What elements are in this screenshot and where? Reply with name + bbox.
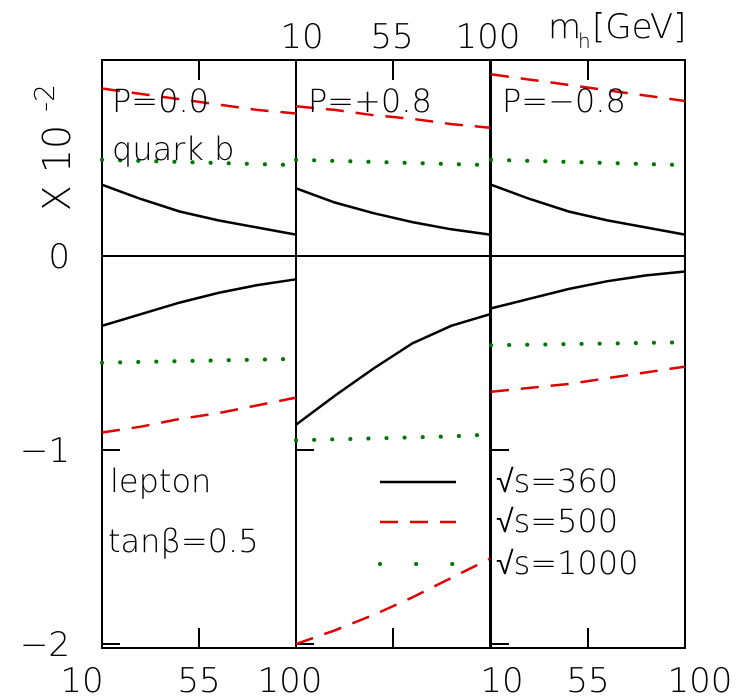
series-quark-sqrt500-panel-1 — [101, 87, 297, 115]
y-tick-label: 0 — [48, 237, 70, 277]
x-top-tick-label: 55 — [370, 17, 413, 57]
series-lepton-sqrt1000-panel-1 — [100, 356, 298, 365]
top-axis-unit: [GeV] — [592, 7, 686, 47]
tanbeta-annotation: tanβ=0.5 — [108, 522, 259, 560]
y-axis-title: X 10 -2 — [28, 84, 79, 211]
x-bottom-tick-label: 55 — [566, 661, 609, 698]
x-bottom-tick-label: 100 — [258, 661, 323, 698]
panel-label-2: P=+0.8 — [308, 82, 432, 120]
legend-label-3: √s=1000 — [496, 544, 638, 582]
x-bottom-tick-label: 10 — [480, 661, 523, 698]
series-quark-sqrt500-panel-2 — [295, 105, 491, 129]
series-lepton-sqrt1000-panel-3 — [489, 340, 687, 348]
series-quark-sqrt1000-panel-3 — [489, 157, 687, 168]
series-lepton-sqrt360-panel-3 — [490, 270, 686, 310]
x-top-tick-label: 100 — [456, 17, 521, 57]
y-tick-label: −2 — [20, 625, 70, 665]
series-quark-sqrt1000-panel-1 — [100, 157, 298, 168]
lepton-annotation: lepton — [110, 462, 211, 500]
series-lepton-sqrt500-panel-3 — [490, 365, 686, 394]
top-axis-label: m — [548, 7, 581, 47]
panels-layer — [101, 59, 686, 649]
series-quark-sqrt500-panel-3 — [490, 73, 686, 103]
x-bottom-tick-label: 100 — [668, 661, 733, 698]
series-lepton-sqrt500-panel-1 — [101, 396, 297, 434]
legend-label-2: √s=500 — [496, 502, 618, 540]
series-quark-sqrt360-panel-1 — [101, 183, 297, 236]
x-top-tick-label: 10 — [280, 17, 323, 57]
series-lepton-sqrt360-panel-2 — [295, 313, 491, 426]
series-lepton-sqrt360-panel-1 — [101, 278, 297, 327]
panel-label-1: P=0.0 — [112, 82, 209, 120]
series-lepton-sqrt500-panel-2 — [295, 557, 491, 646]
y-tick-label: −1 — [20, 431, 70, 471]
panel-label-3: P=−0.8 — [502, 82, 626, 120]
y-axis-exponent: -2 — [28, 84, 61, 112]
series-lepton-sqrt1000-panel-2 — [294, 432, 492, 443]
series-quark-sqrt1000-panel-2 — [294, 157, 492, 168]
x-bottom-tick-label: 55 — [177, 661, 220, 698]
series-quark-sqrt360-panel-3 — [490, 183, 686, 236]
x-bottom-tick-label: 10 — [60, 661, 103, 698]
top-axis-title: m h [GeV] — [548, 7, 686, 53]
series-quark-sqrt360-panel-2 — [295, 187, 491, 236]
y-axis-label: X 10 — [35, 125, 79, 211]
curves-layer — [100, 73, 687, 646]
top-axis-label-sub: h — [578, 29, 591, 53]
panel-frame-2 — [295, 59, 491, 649]
legend-label-1: √s=360 — [496, 462, 618, 500]
panel-extra-label: quark b — [112, 130, 234, 168]
